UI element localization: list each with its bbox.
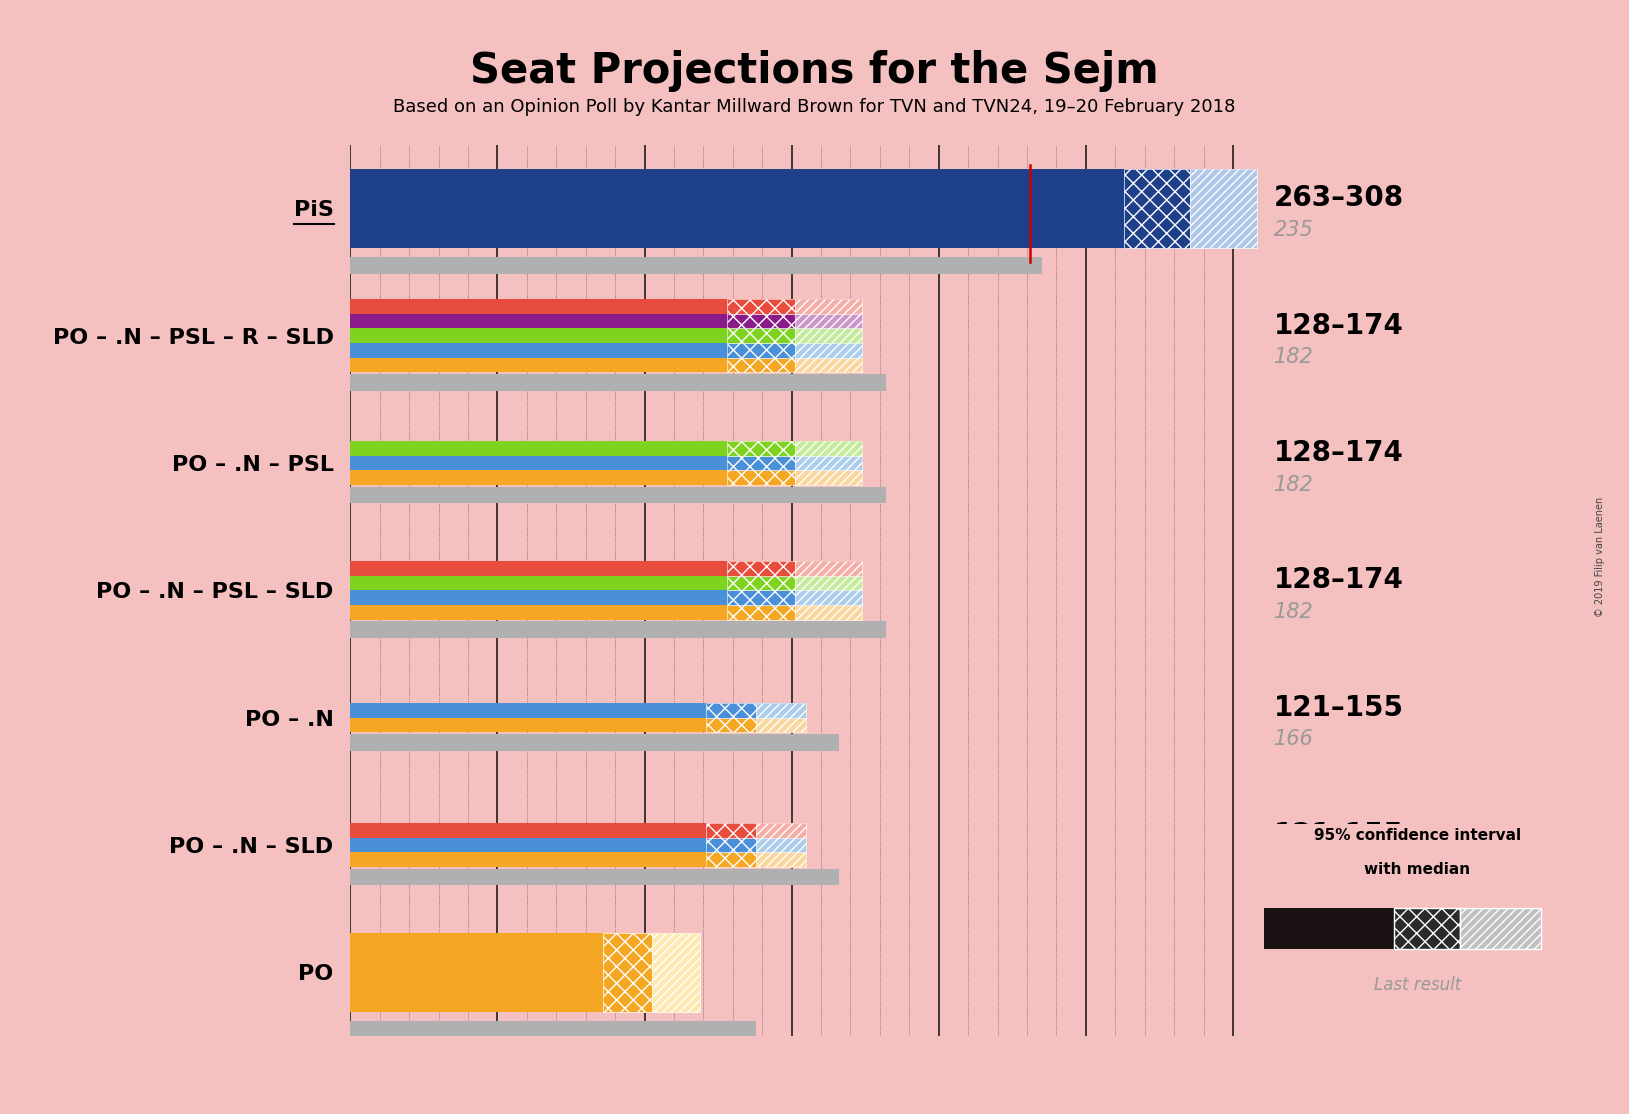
Bar: [727, 590, 795, 605]
Text: 182: 182: [1274, 348, 1315, 368]
Bar: [350, 314, 862, 329]
Bar: [727, 576, 795, 590]
Text: with median: with median: [1363, 862, 1471, 877]
Bar: [350, 374, 886, 391]
Bar: [350, 932, 700, 1012]
Bar: [795, 300, 862, 314]
Bar: [756, 703, 806, 717]
Bar: [350, 605, 862, 619]
Text: 182: 182: [1274, 475, 1315, 495]
Bar: [1124, 169, 1191, 248]
Bar: [727, 605, 795, 619]
Text: 128–174: 128–174: [1274, 312, 1404, 340]
Bar: [756, 852, 806, 867]
Bar: [727, 300, 795, 314]
Bar: [350, 257, 1043, 274]
Bar: [1394, 908, 1460, 949]
Text: Seat Projections for the Sejm: Seat Projections for the Sejm: [471, 50, 1158, 92]
Bar: [1191, 169, 1256, 248]
Text: 128–174: 128–174: [1274, 566, 1404, 594]
Bar: [707, 838, 756, 852]
Bar: [795, 441, 862, 456]
Bar: [350, 169, 1256, 248]
Bar: [1460, 908, 1541, 949]
Bar: [707, 823, 756, 838]
Bar: [795, 314, 862, 329]
Bar: [795, 576, 862, 590]
Bar: [707, 852, 756, 867]
Bar: [603, 932, 652, 1012]
Bar: [350, 622, 886, 638]
Text: 86–119: 86–119: [1274, 948, 1385, 976]
Bar: [795, 590, 862, 605]
Bar: [350, 823, 806, 838]
Text: 95% confidence interval: 95% confidence interval: [1313, 828, 1521, 843]
Bar: [350, 343, 862, 358]
Bar: [795, 456, 862, 470]
Bar: [727, 456, 795, 470]
Bar: [795, 343, 862, 358]
Text: 121–155: 121–155: [1274, 694, 1404, 722]
Bar: [795, 470, 862, 485]
Bar: [350, 1020, 756, 1037]
Bar: [350, 456, 862, 470]
Text: 166: 166: [1274, 730, 1315, 750]
Bar: [756, 717, 806, 732]
Bar: [756, 823, 806, 838]
Bar: [756, 838, 806, 852]
Text: Last result: Last result: [1373, 976, 1461, 994]
Text: 235: 235: [1274, 221, 1315, 241]
Bar: [350, 717, 806, 732]
Text: 263–308: 263–308: [1274, 184, 1404, 213]
Bar: [727, 314, 795, 329]
Text: 166: 166: [1274, 857, 1315, 877]
Text: 138: 138: [1274, 984, 1315, 1004]
Bar: [795, 605, 862, 619]
Bar: [350, 470, 862, 485]
Bar: [707, 703, 756, 717]
Bar: [350, 703, 806, 717]
Bar: [350, 329, 862, 343]
Text: 121–155: 121–155: [1274, 821, 1404, 849]
Bar: [795, 329, 862, 343]
Bar: [727, 561, 795, 576]
Bar: [727, 329, 795, 343]
Text: Based on an Opinion Poll by Kantar Millward Brown for TVN and TVN24, 19–20 Febru: Based on an Opinion Poll by Kantar Millw…: [393, 98, 1236, 116]
Bar: [727, 441, 795, 456]
Bar: [350, 734, 839, 751]
Bar: [350, 590, 862, 605]
Bar: [350, 441, 862, 456]
Bar: [707, 717, 756, 732]
Bar: [350, 838, 806, 852]
Text: © 2019 Filip van Laenen: © 2019 Filip van Laenen: [1595, 497, 1605, 617]
Bar: [350, 358, 862, 372]
Bar: [727, 470, 795, 485]
Bar: [350, 576, 862, 590]
Bar: [652, 932, 700, 1012]
Text: 128–174: 128–174: [1274, 439, 1404, 467]
Bar: [795, 561, 862, 576]
Text: 182: 182: [1274, 602, 1315, 622]
Bar: [350, 487, 886, 504]
Bar: [727, 343, 795, 358]
Bar: [795, 358, 862, 372]
Bar: [1264, 908, 1394, 949]
Bar: [350, 869, 839, 886]
Bar: [727, 358, 795, 372]
Bar: [350, 561, 862, 576]
Bar: [350, 300, 862, 314]
Bar: [350, 852, 806, 867]
